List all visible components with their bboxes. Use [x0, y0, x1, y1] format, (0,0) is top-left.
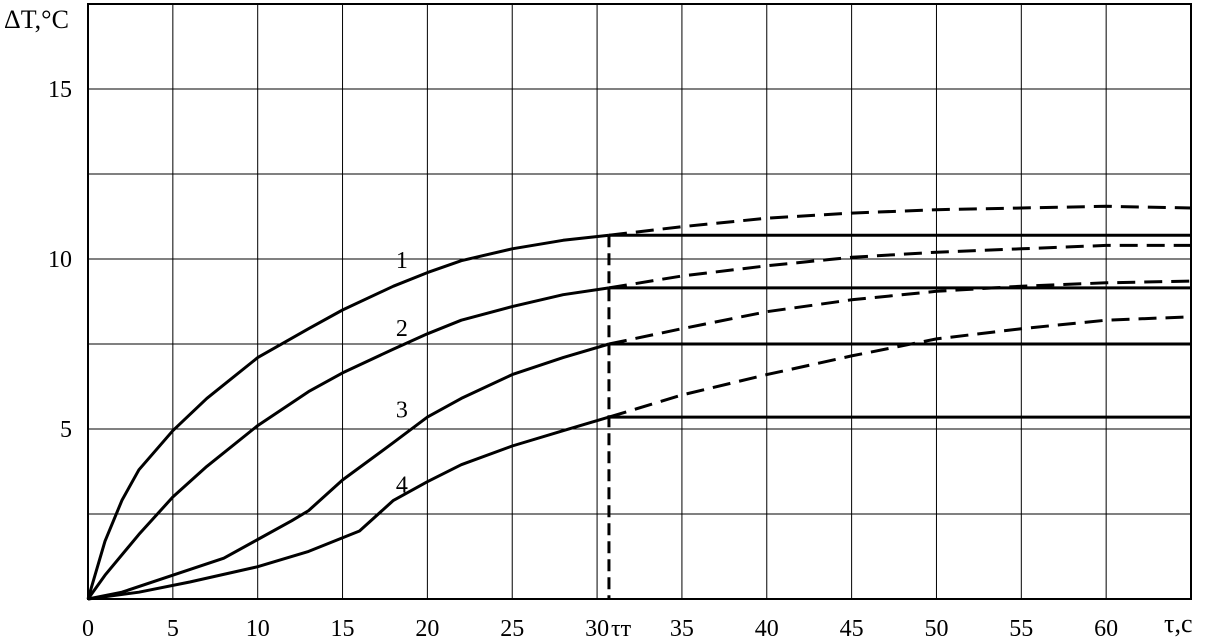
y-axis-label: ΔT,°C	[4, 5, 69, 34]
x-tick-label: 20	[415, 616, 439, 640]
curve-2-solid	[86, 286, 610, 600]
series-layer	[86, 204, 1192, 601]
curve-labels: 1 2 3 4	[396, 248, 408, 498]
curve-4-solid	[87, 415, 610, 601]
x-tick-label: 5	[167, 616, 179, 640]
x-tick-label: 30	[585, 616, 609, 640]
curve-label: 1	[396, 248, 408, 274]
x-tick-label: 25	[500, 616, 524, 640]
plot-frame	[87, 3, 1192, 600]
marker-label: τт	[611, 616, 632, 640]
curve-4-dashed	[608, 315, 1192, 419]
curve-label: 2	[396, 316, 408, 342]
x-tick-label: 55	[1009, 616, 1033, 640]
x-tick-label: 60	[1094, 616, 1118, 640]
axes	[87, 3, 1192, 600]
curve-1-solid	[86, 233, 610, 600]
curve-3-solid	[87, 342, 610, 601]
y-tick-label: 15	[48, 77, 72, 103]
curve-2-dashed	[608, 243, 1191, 290]
grid	[87, 3, 1192, 600]
x-tick-label: 50	[924, 616, 948, 640]
x-tick-label: 35	[670, 616, 694, 640]
tick-labels: 0 5 10 15 20 25 30 35 40 45 50 55 60 5 10 15 τт	[48, 77, 1118, 640]
x-tick-label: 15	[331, 616, 355, 640]
curve-1-dashed	[608, 204, 1192, 237]
y-tick-label: 10	[48, 247, 72, 273]
y-tick-label: 5	[60, 417, 72, 443]
x-tick-label: 10	[246, 616, 270, 640]
curve-label: 4	[396, 472, 408, 498]
x-tick-label: 40	[755, 616, 779, 640]
x-axis-label: τ,c	[1164, 609, 1193, 638]
curve-3-dashed	[608, 279, 1192, 346]
curve-label: 3	[396, 398, 408, 424]
x-tick-label: 0	[82, 616, 94, 640]
x-tick-label: 45	[840, 616, 864, 640]
